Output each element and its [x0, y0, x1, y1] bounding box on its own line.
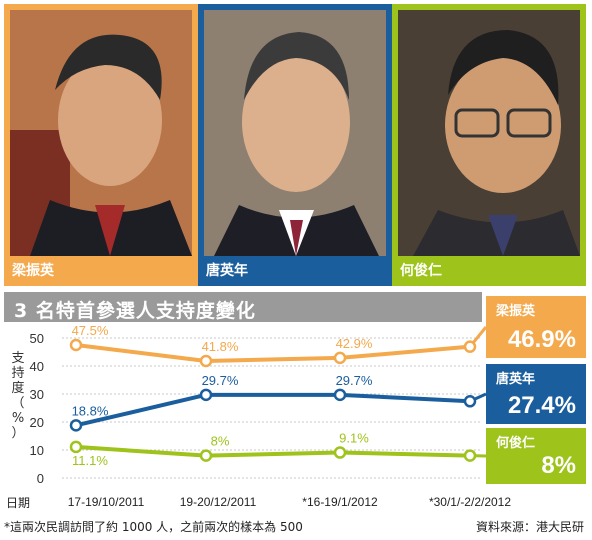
- x-tick-labels: 17-19/10/2011 19-20/12/2011 *16-19/1/2012 *…: [68, 495, 512, 509]
- y-axis-label-char: 持: [11, 366, 24, 381]
- data-point: [199, 354, 213, 368]
- x-axis-label: 日期: [6, 496, 31, 510]
- y-tick-label: 50: [30, 331, 44, 346]
- y-tick-label: 20: [30, 415, 44, 430]
- series-line: [75, 343, 471, 363]
- data-point: [333, 446, 347, 459]
- data-label: 47.5%: [72, 323, 109, 338]
- portrait-photo-leung: [10, 10, 192, 256]
- badge-value-tang: 27.4%: [507, 392, 576, 419]
- final-value-badge-leung: 梁振英 46.9%: [486, 296, 586, 358]
- final-value-badge-tang: 唐英年 27.4%: [486, 364, 586, 424]
- data-point: [199, 449, 213, 462]
- data-label: 18.8%: [72, 403, 109, 418]
- data-label: 41.8%: [202, 339, 239, 354]
- data-point: [69, 419, 83, 432]
- badge-name-tang: 唐英年: [496, 372, 536, 387]
- data-label: 9.1%: [339, 431, 369, 446]
- y-tick-labels: 0 10 20 30 40 50: [30, 331, 44, 486]
- data-point: [333, 351, 347, 365]
- x-tick-label: 19-20/12/2011: [180, 495, 257, 509]
- x-tick-label: *16-19/1/2012: [302, 495, 378, 509]
- portrait-photo-tang: [204, 10, 386, 256]
- final-value-badge-ho: 何俊仁 8%: [486, 428, 586, 484]
- y-tick-label: 30: [30, 387, 44, 402]
- badge-value-leung: 46.9%: [507, 326, 576, 353]
- portrait-photo-ho: [398, 10, 580, 256]
- x-tick-label: *30/1/-2/2/2012: [429, 495, 511, 509]
- candidate-panel-ho: 何俊仁: [392, 4, 586, 286]
- data-point: [333, 388, 347, 402]
- data-point: [69, 440, 83, 454]
- candidate-name-ho: 何俊仁: [400, 263, 442, 279]
- data-point: [463, 340, 477, 353]
- source-credit: 資料來源：港大民研: [475, 520, 584, 534]
- series-line: [75, 392, 471, 428]
- y-axis-label-char: %: [12, 411, 24, 426]
- y-axis-label: 支持度（%）: [11, 351, 24, 441]
- y-axis-label-char: 度: [11, 380, 24, 396]
- x-tick-label: 17-19/10/2011: [68, 495, 145, 509]
- data-point: [463, 395, 477, 408]
- candidate-panel-tang: 唐英年: [198, 4, 392, 286]
- candidate-name-leung: 梁振英: [12, 263, 54, 279]
- y-tick-label: 40: [30, 359, 44, 374]
- candidate-name-tang: 唐英年: [206, 263, 248, 279]
- data-label: 8%: [211, 434, 230, 449]
- data-label: 11.1%: [72, 453, 108, 468]
- y-tick-label: 10: [30, 443, 44, 458]
- data-label: 29.7%: [336, 373, 373, 388]
- y-axis-label-char: 支: [11, 351, 24, 366]
- data-point: [463, 449, 477, 462]
- badge-name-ho: 何俊仁: [496, 436, 536, 451]
- data-label: 42.9%: [336, 336, 373, 351]
- badge-name-leung: 梁振英: [496, 304, 536, 319]
- y-axis-label-char: （: [11, 396, 24, 411]
- y-axis-label-char: ）: [11, 426, 24, 441]
- series-lines: 47.5% 41.8% 42.9% 18.8% 29.7% 29.7% 11.1% 8% 9.1…: [69, 323, 488, 468]
- chart-title: 3 名特首參選人支持度變化: [14, 300, 256, 322]
- data-point: [199, 388, 213, 402]
- footnote: *這兩次民調訪問了約 1000 人，之前兩次的樣本為 500: [4, 520, 303, 534]
- y-tick-label: 0: [37, 471, 44, 486]
- badge-value-ho: 8%: [541, 452, 576, 479]
- data-label: 29.7%: [202, 373, 239, 388]
- series-line: [75, 444, 471, 458]
- data-point: [69, 338, 83, 352]
- chart-title-bar: 3 名特首參選人支持度變化: [4, 292, 482, 322]
- candidate-panel-leung: 梁振英: [4, 4, 198, 286]
